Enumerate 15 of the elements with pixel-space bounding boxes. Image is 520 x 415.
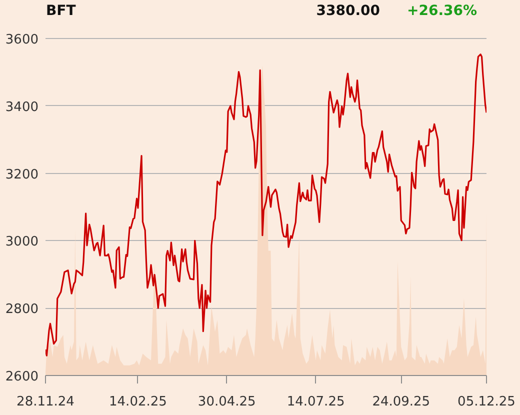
y-tick-label: 3400 [5,100,39,115]
text: 3380.00 [316,3,380,20]
y-tick-label: 3000 [5,234,39,250]
x-tick-label: 30.04.25 [198,394,256,410]
y-tick-label: 2600 [5,370,39,384]
y-tick-label: 3600 [5,32,39,48]
y-tick-label: 2800 [5,302,39,318]
x-tick-label: 05.12.25 [458,394,516,410]
x-tick-label: 28.11.24 [16,394,74,410]
x-tick-label: 14.07.25 [286,394,345,410]
x-tick-label: 24.09.25 [372,394,430,410]
y-tick-label: 3200 [5,167,39,182]
x-tick-label: 14.02.25 [109,394,167,410]
chart-title: BFT [46,3,76,20]
text: +26.36% [407,3,478,20]
